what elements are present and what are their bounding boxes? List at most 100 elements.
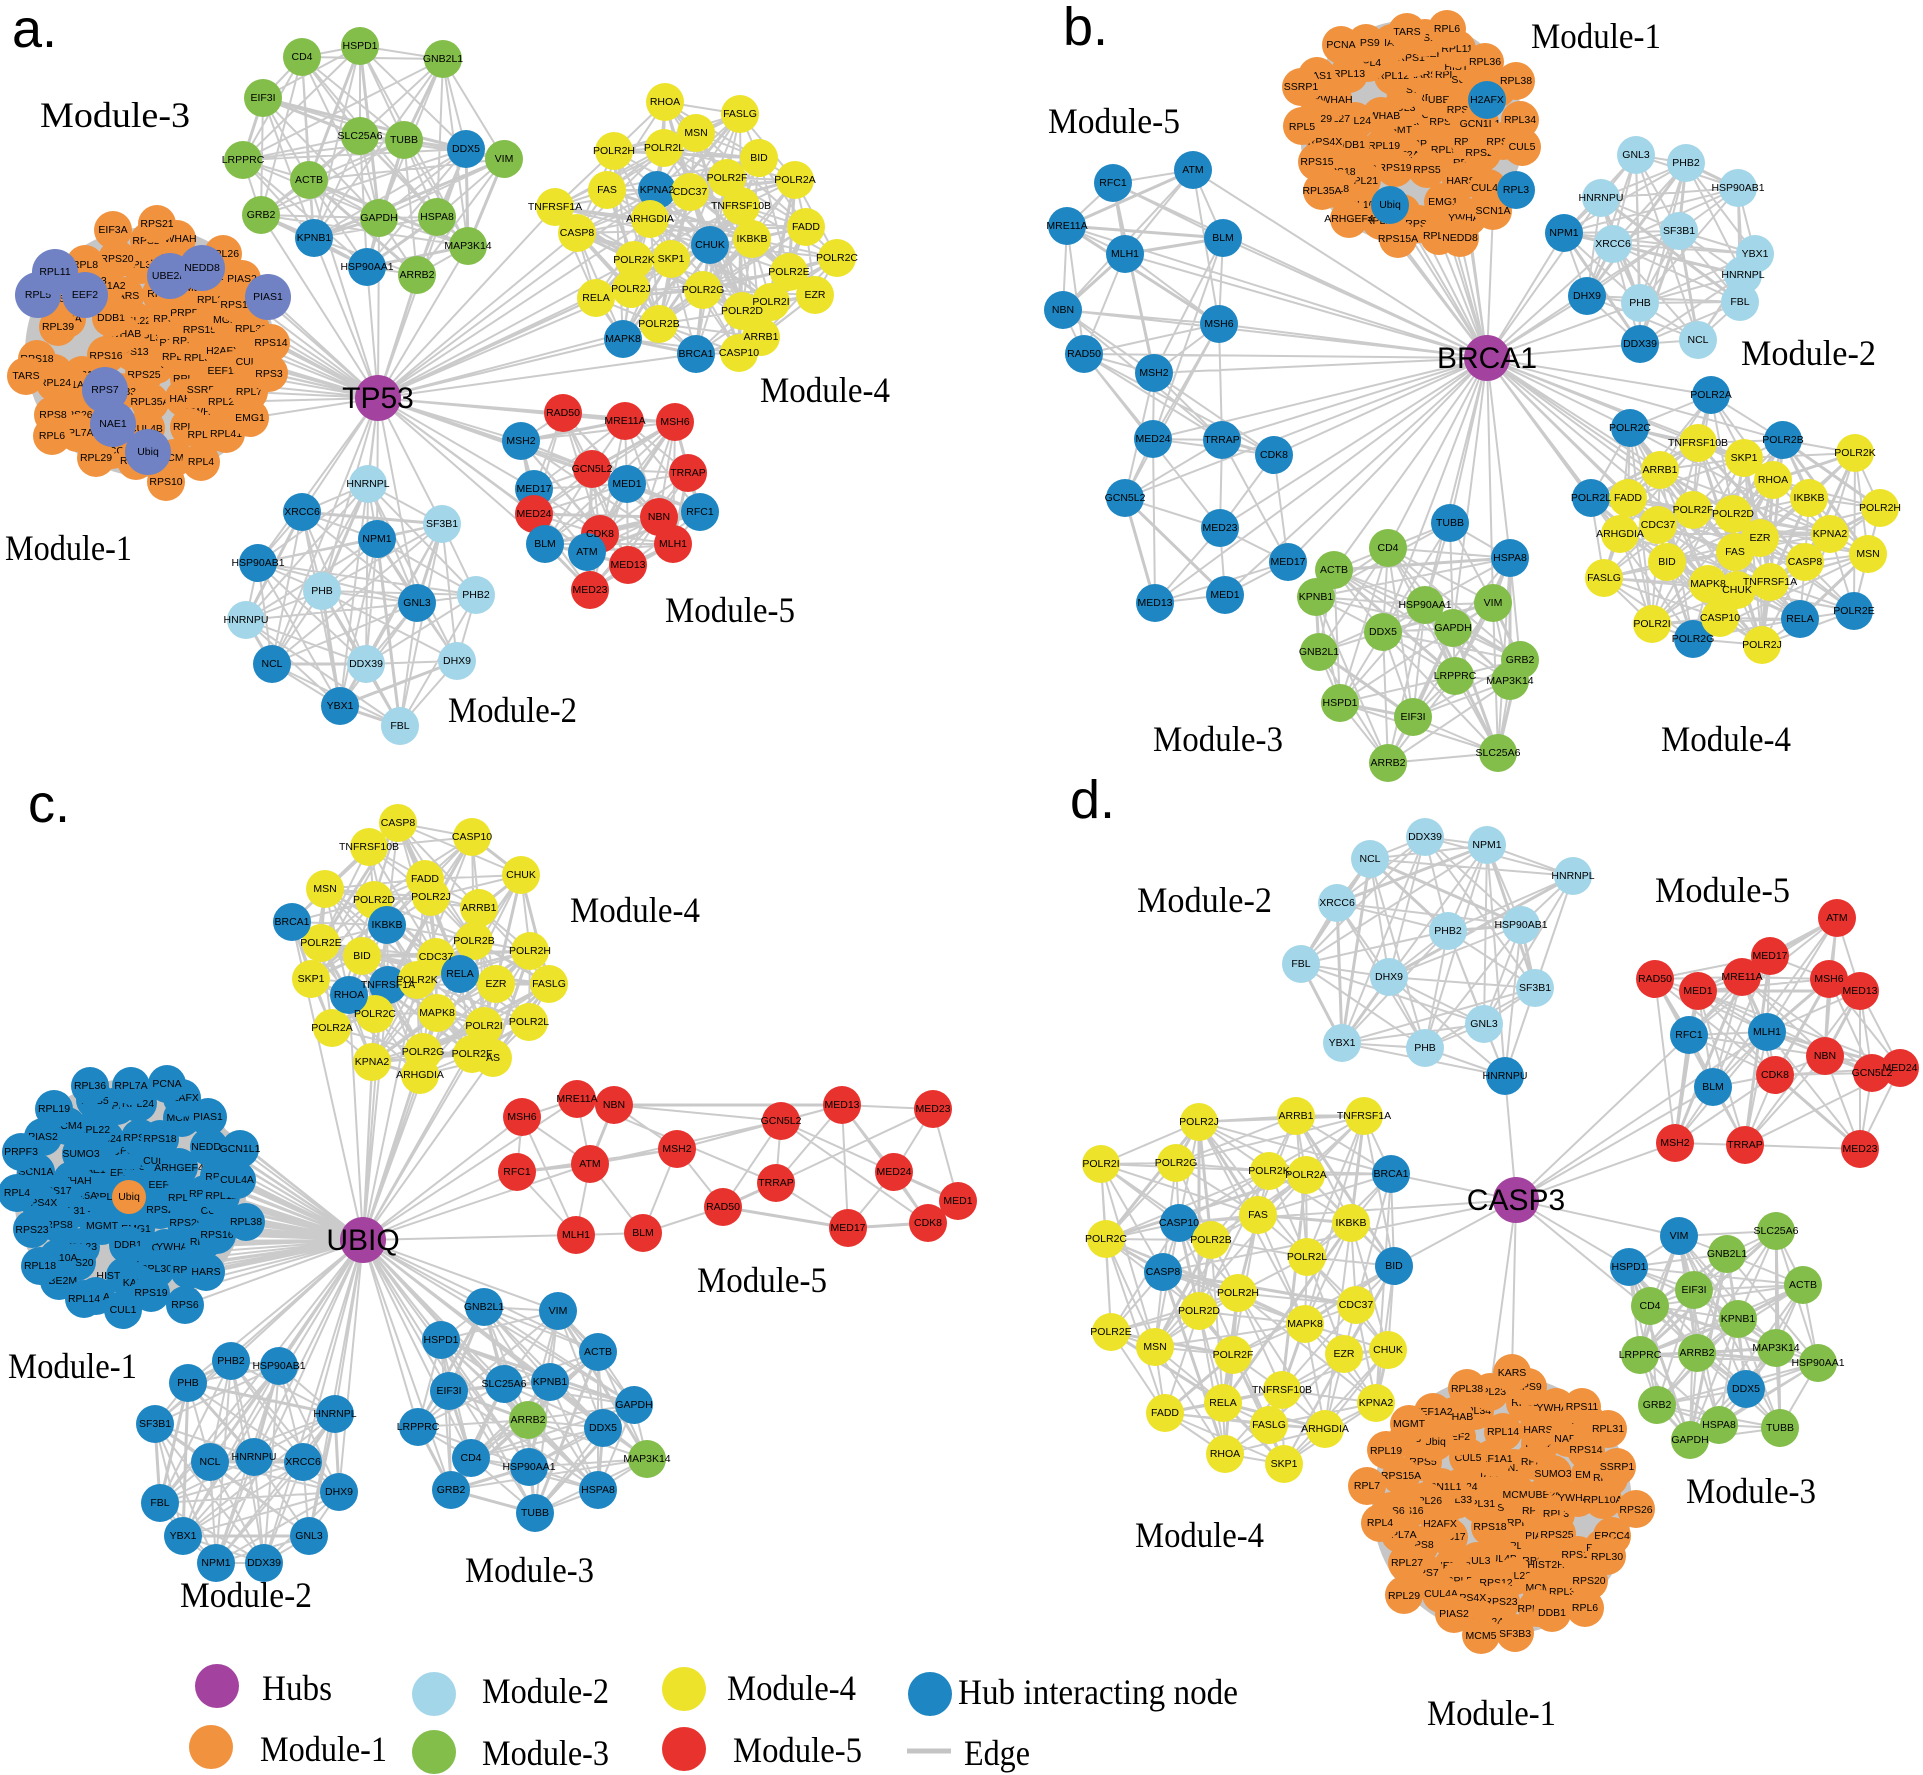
svg-text:HNRNPL: HNRNPL — [346, 478, 389, 490]
svg-text:POLR2E: POLR2E — [768, 266, 809, 278]
svg-text:ARRB1: ARRB1 — [461, 902, 496, 914]
svg-text:EIF3A: EIF3A — [98, 224, 127, 236]
svg-text:RFC1: RFC1 — [686, 506, 714, 518]
svg-text:HSP90AB1: HSP90AB1 — [1494, 919, 1547, 931]
svg-text:VIM: VIM — [495, 153, 514, 165]
svg-text:HSPA8: HSPA8 — [581, 1484, 615, 1496]
svg-text:CHUK: CHUK — [1373, 1344, 1403, 1356]
svg-text:SF3B1: SF3B1 — [426, 518, 458, 530]
svg-text:Module-2: Module-2 — [482, 1671, 609, 1711]
svg-text:POLR2E: POLR2E — [1833, 605, 1874, 617]
svg-text:Module-1: Module-1 — [1531, 16, 1661, 56]
svg-text:RPL38: RPL38 — [230, 1216, 262, 1228]
svg-text:DHX9: DHX9 — [325, 1486, 353, 1498]
svg-text:FBL: FBL — [390, 720, 409, 732]
svg-text:SSRP1: SSRP1 — [1600, 1461, 1635, 1473]
svg-text:MAP3K14: MAP3K14 — [1486, 675, 1533, 687]
svg-text:BID: BID — [750, 152, 768, 164]
svg-text:ARRB1: ARRB1 — [743, 331, 778, 343]
svg-text:RPL36: RPL36 — [74, 1080, 106, 1092]
svg-text:FBL: FBL — [1730, 296, 1749, 308]
svg-text:GAPDH: GAPDH — [1671, 1434, 1708, 1446]
svg-text:HARS: HARS — [191, 1266, 220, 1278]
svg-text:CASP3: CASP3 — [1467, 1184, 1565, 1217]
svg-text:SKP1: SKP1 — [1731, 452, 1758, 464]
svg-text:ACTB: ACTB — [295, 174, 323, 186]
svg-text:POLR2K: POLR2K — [613, 254, 654, 266]
svg-text:NPM1: NPM1 — [362, 533, 391, 545]
svg-text:UBIQ: UBIQ — [326, 1224, 399, 1257]
svg-text:POLR2C: POLR2C — [816, 252, 858, 264]
svg-text:RPL6: RPL6 — [1572, 1602, 1598, 1614]
svg-text:Module-4: Module-4 — [570, 890, 700, 930]
svg-text:RPS16: RPS16 — [89, 350, 122, 362]
svg-text:POLR2F: POLR2F — [1673, 504, 1714, 516]
svg-text:DDX39: DDX39 — [1623, 338, 1657, 350]
svg-text:RPL38: RPL38 — [1500, 75, 1532, 87]
svg-text:POLR2J: POLR2J — [411, 891, 451, 903]
svg-text:BLM: BLM — [632, 1227, 654, 1239]
svg-text:RPL6: RPL6 — [1434, 23, 1460, 35]
svg-text:PIAS1: PIAS1 — [193, 1111, 223, 1123]
svg-text:RPL12: RPL12 — [1377, 70, 1409, 82]
svg-text:Hub interacting node: Hub interacting node — [958, 1672, 1238, 1712]
svg-text:PHB: PHB — [1414, 1042, 1436, 1054]
svg-text:RPS25: RPS25 — [127, 369, 160, 381]
svg-text:MED24: MED24 — [1135, 433, 1170, 445]
svg-text:Module-3: Module-3 — [40, 95, 190, 135]
svg-text:Module-4: Module-4 — [727, 1668, 856, 1708]
svg-text:DDX5: DDX5 — [1732, 1383, 1760, 1395]
svg-text:Module-4: Module-4 — [1661, 719, 1791, 759]
svg-text:POLR2A: POLR2A — [1285, 1169, 1326, 1181]
svg-text:GNL3: GNL3 — [1622, 149, 1650, 161]
svg-text:HARS: HARS — [1523, 1424, 1552, 1436]
svg-text:ACTB: ACTB — [1320, 564, 1348, 576]
svg-text:GRB2: GRB2 — [247, 209, 276, 221]
svg-text:HSP90AB1: HSP90AB1 — [1711, 182, 1764, 194]
svg-text:EZR: EZR — [1750, 532, 1771, 544]
svg-text:SLC25A6: SLC25A6 — [338, 130, 383, 142]
svg-text:BLM: BLM — [1212, 232, 1234, 244]
svg-text:EZR: EZR — [1334, 1348, 1355, 1360]
svg-text:PIAS2: PIAS2 — [1439, 1608, 1469, 1620]
svg-text:MSH6: MSH6 — [1204, 318, 1233, 330]
svg-text:H2AFX: H2AFX — [1423, 1518, 1457, 1530]
svg-text:MSN: MSN — [1143, 1341, 1166, 1353]
svg-text:FASLG: FASLG — [532, 978, 566, 990]
svg-text:FADD: FADD — [1614, 492, 1642, 504]
svg-text:POLR2H: POLR2H — [509, 945, 551, 957]
svg-text:YBX1: YBX1 — [327, 700, 354, 712]
svg-text:TNFRSF1A: TNFRSF1A — [528, 201, 582, 213]
svg-text:HNRNPU: HNRNPU — [224, 614, 269, 626]
svg-text:FADD: FADD — [1151, 1407, 1179, 1419]
svg-text:CUL1: CUL1 — [110, 1304, 137, 1316]
svg-text:H2AFX: H2AFX — [1470, 94, 1504, 106]
svg-text:SF3B3: SF3B3 — [1499, 1628, 1531, 1640]
svg-text:POLR2I: POLR2I — [1633, 618, 1670, 630]
svg-text:IKBKB: IKBKB — [372, 919, 403, 931]
svg-text:RPS18: RPS18 — [1473, 1521, 1506, 1533]
svg-text:MED13: MED13 — [610, 559, 645, 571]
svg-text:RPS25: RPS25 — [1540, 1529, 1573, 1541]
svg-text:MED17: MED17 — [830, 1222, 865, 1234]
svg-text:RPL5: RPL5 — [1289, 121, 1315, 133]
svg-text:MGMT: MGMT — [1393, 1418, 1426, 1430]
svg-text:CASP10: CASP10 — [452, 831, 492, 843]
svg-text:NCL: NCL — [199, 1456, 220, 1468]
svg-text:XRCC6: XRCC6 — [284, 506, 320, 518]
svg-text:GRB2: GRB2 — [437, 1484, 466, 1496]
svg-text:XRCC6: XRCC6 — [285, 1456, 321, 1468]
svg-text:FAS: FAS — [1725, 546, 1745, 558]
svg-text:DHX9: DHX9 — [1573, 290, 1601, 302]
svg-text:HSPA8: HSPA8 — [420, 211, 454, 223]
svg-text:NEDD8: NEDD8 — [184, 262, 220, 274]
svg-text:PHB: PHB — [177, 1377, 199, 1389]
svg-text:MED24: MED24 — [516, 508, 551, 520]
svg-text:MLH1: MLH1 — [659, 538, 687, 550]
svg-text:GCN1L1: GCN1L1 — [220, 1143, 261, 1155]
svg-text:MSH2: MSH2 — [662, 1143, 691, 1155]
svg-text:RAD50: RAD50 — [1638, 973, 1672, 985]
svg-text:RHOA: RHOA — [1210, 1448, 1240, 1460]
svg-text:RPL22: RPL22 — [78, 1124, 110, 1136]
svg-text:GNB2L1: GNB2L1 — [1299, 646, 1339, 658]
